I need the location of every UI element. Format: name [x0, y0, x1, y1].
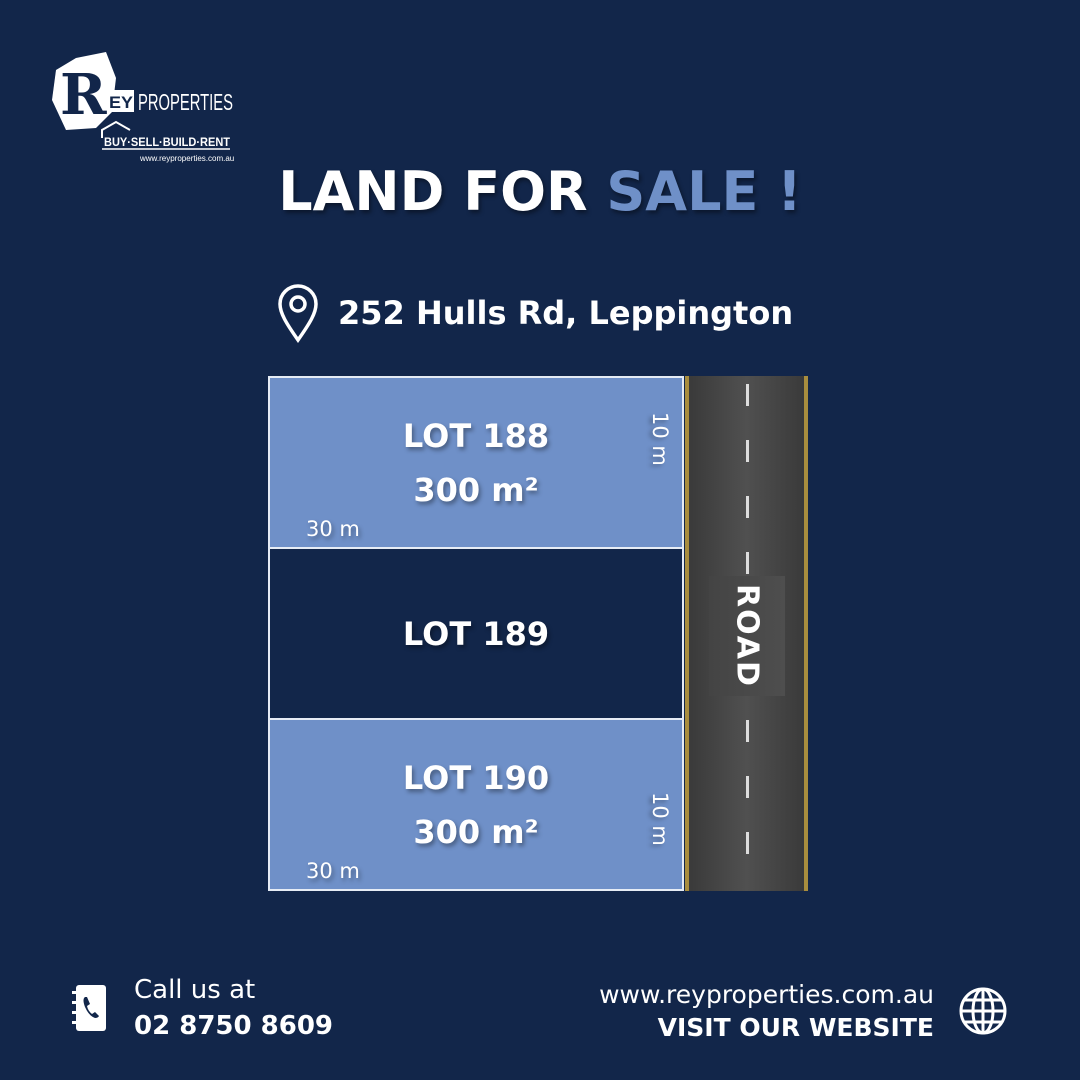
phone-book-icon — [72, 985, 106, 1031]
title-main: LAND FOR — [278, 160, 607, 223]
lot-width: 30 m — [306, 859, 360, 883]
address-text: 252 Hulls Rd, Leppington — [338, 294, 794, 332]
svg-text:PROPERTIES: PROPERTIES — [138, 89, 233, 115]
globe-icon — [959, 987, 1007, 1035]
website: www.reyproperties.com.au VISIT OUR WEBSI… — [599, 980, 1008, 1042]
lot-depth: 10 m — [648, 792, 672, 846]
lot-area: 300 m² — [413, 812, 539, 851]
lot-name: LOT 189 — [402, 614, 550, 653]
title-accent: SALE ! — [606, 160, 802, 223]
lot-depth: 10 m — [648, 412, 672, 466]
svg-text:www.reyproperties.com.au: www.reyproperties.com.au — [139, 154, 234, 163]
location-pin-icon — [278, 284, 318, 343]
svg-text:BUY·SELL·BUILD·RENT: BUY·SELL·BUILD·RENT — [104, 135, 231, 149]
visit-website[interactable]: VISIT OUR WEBSITE — [657, 1013, 934, 1042]
page-title: LAND FOR SALE ! — [0, 160, 1080, 223]
address: 252 Hulls Rd, Leppington — [276, 283, 793, 343]
lot-188: LOT 188 300 m² 30 m 10 m — [268, 376, 684, 549]
svg-text:EY: EY — [109, 93, 134, 112]
lot-area: 300 m² — [413, 470, 539, 509]
lot-189: LOT 189 — [268, 547, 684, 720]
lot-width: 30 m — [306, 517, 360, 541]
road: ROAD — [685, 376, 808, 891]
contact: Call us at 02 8750 8609 — [72, 975, 333, 1041]
website-url[interactable]: www.reyproperties.com.au — [599, 980, 934, 1009]
call-label: Call us at — [134, 975, 256, 1005]
phone-number[interactable]: 02 8750 8609 — [134, 1011, 334, 1041]
logo: R EY PROPERTIES BUY·SELL·BUILD·RENT www.… — [50, 50, 235, 165]
lot-name: LOT 190 — [402, 758, 550, 797]
lot-name: LOT 188 — [402, 416, 550, 455]
road-label: ROAD — [729, 584, 765, 688]
svg-text:R: R — [60, 62, 107, 128]
lot-190: LOT 190 300 m² 30 m 10 m — [268, 718, 684, 891]
